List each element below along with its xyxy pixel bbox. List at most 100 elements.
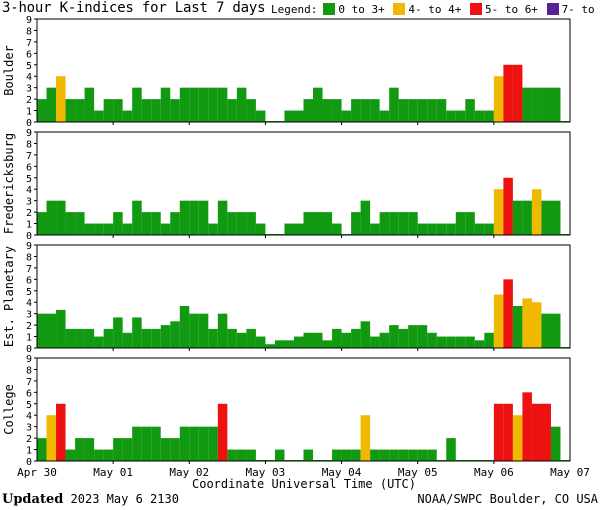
- k-bar-boulder: [113, 99, 123, 122]
- k-bar-boulder: [246, 99, 256, 122]
- k-bar-fredericksburg: [113, 212, 123, 235]
- k-bar-est-planetary: [46, 313, 57, 348]
- k-bar-fredericksburg: [550, 200, 561, 235]
- k-bar-fredericksburg: [65, 212, 76, 235]
- y-tick-label: 4: [26, 185, 32, 196]
- legend-item-0-3: 0 to 3+: [323, 3, 385, 16]
- k-bar-boulder: [313, 87, 323, 122]
- k-bar-boulder: [446, 110, 456, 122]
- k-bar-fredericksburg: [351, 212, 361, 235]
- y-tick-label: 7: [26, 38, 32, 49]
- k-bar-est-planetary: [522, 298, 532, 348]
- k-bar-college: [37, 438, 47, 461]
- y-tick-label: 0: [26, 344, 32, 355]
- k-bar-est-planetary: [379, 332, 390, 348]
- k-bar-est-planetary: [351, 328, 361, 348]
- y-tick-label: 2: [26, 95, 32, 106]
- chart-title: 3-hour K-indices for Last 7 days: [2, 0, 266, 16]
- k-bar-college: [151, 426, 161, 461]
- k-bar-boulder: [179, 87, 190, 122]
- y-tick-label: 9: [26, 128, 32, 139]
- y-tick-label: 1: [26, 333, 32, 344]
- legend-label-4: 4- to 4+: [408, 3, 462, 16]
- k-bar-est-planetary: [332, 328, 342, 348]
- k-bar-fredericksburg: [398, 212, 409, 235]
- k-bar-college: [379, 449, 390, 461]
- k-bar-est-planetary: [122, 332, 133, 348]
- y-tick-label: 4: [26, 298, 32, 309]
- k-bar-est-planetary: [37, 313, 47, 348]
- y-tick-label: 2: [26, 434, 32, 445]
- k-bar-college: [189, 426, 199, 461]
- k-bar-est-planetary: [436, 336, 447, 348]
- x-tick-label: May 07: [550, 466, 590, 478]
- y-tick-label: 3: [26, 84, 32, 95]
- k-bar-fredericksburg: [370, 223, 380, 235]
- k-bar-fredericksburg: [493, 189, 504, 235]
- legend-swatch-yellow: [393, 3, 406, 15]
- y-tick-label: 5: [26, 61, 32, 72]
- x-tick-label: May 02: [169, 466, 209, 478]
- k-bar-boulder: [94, 110, 104, 122]
- y-tick-label: 9: [26, 241, 32, 252]
- y-tick-label: 0: [26, 231, 32, 242]
- k-bar-fredericksburg: [293, 223, 304, 235]
- k-bar-est-planetary: [398, 328, 409, 348]
- k-bar-boulder: [408, 99, 418, 122]
- k-bar-est-planetary: [293, 336, 304, 348]
- k-bar-est-planetary: [160, 325, 171, 348]
- y-tick-label: 3: [26, 423, 32, 434]
- k-bar-boulder: [465, 99, 475, 122]
- k-bar-fredericksburg: [208, 223, 218, 235]
- k-bar-college: [198, 426, 209, 461]
- k-bar-college: [141, 426, 152, 461]
- k-bar-fredericksburg: [332, 223, 342, 235]
- station-label-est-planetary: Est. Planetary: [2, 246, 16, 347]
- k-bar-boulder: [370, 99, 380, 122]
- k-bar-boulder: [512, 64, 523, 122]
- k-bar-fredericksburg: [37, 212, 47, 235]
- k-bar-fredericksburg: [75, 212, 85, 235]
- y-tick-label: 9: [26, 354, 32, 365]
- k-bar-college: [389, 449, 399, 461]
- legend-item-7-9: 7- to 9: [546, 3, 600, 16]
- legend: Legend: 0 to 3+ 4- to 4+ 5- to 6+ 7- to 9: [271, 3, 600, 16]
- k-bar-est-planetary: [322, 340, 333, 348]
- k-bar-est-planetary: [132, 317, 142, 348]
- k-bar-boulder: [389, 87, 399, 122]
- k-bar-boulder: [474, 110, 485, 122]
- k-bar-fredericksburg: [170, 212, 180, 235]
- k-bar-fredericksburg: [84, 223, 95, 235]
- k-bar-est-planetary: [189, 313, 199, 348]
- k-bar-est-planetary: [255, 336, 266, 348]
- y-tick-label: 4: [26, 72, 32, 83]
- k-bar-fredericksburg: [179, 200, 190, 235]
- k-bar-boulder: [46, 87, 57, 122]
- k-bar-boulder: [398, 99, 409, 122]
- k-bar-boulder: [84, 87, 95, 122]
- y-tick-label: 8: [26, 252, 32, 263]
- k-bar-college: [160, 438, 171, 461]
- k-bar-boulder: [236, 87, 247, 122]
- k-bar-fredericksburg: [103, 223, 114, 235]
- k-bar-est-planetary: [313, 332, 323, 348]
- k-bar-est-planetary: [531, 302, 542, 348]
- k-bar-fredericksburg: [474, 223, 485, 235]
- k-bar-boulder: [360, 99, 371, 122]
- legend-item-4: 4- to 4+: [393, 3, 461, 16]
- k-bar-college: [46, 415, 57, 461]
- legend-item-5-6: 5- to 6+: [469, 3, 538, 16]
- k-bar-boulder: [217, 87, 228, 122]
- k-bar-boulder: [322, 99, 333, 122]
- k-bar-college: [94, 449, 104, 461]
- y-tick-label: 4: [26, 411, 32, 422]
- y-tick-label: 3: [26, 310, 32, 321]
- k-bar-fredericksburg: [217, 200, 228, 235]
- legend-swatch-red: [469, 3, 482, 15]
- panel-frame-fredericksburg: [36, 131, 571, 236]
- k-bar-est-planetary: [103, 328, 114, 348]
- k-bar-boulder: [75, 99, 85, 122]
- y-tick-label: 5: [26, 400, 32, 411]
- k-bar-boulder: [484, 110, 494, 122]
- k-bar-fredericksburg: [284, 223, 294, 235]
